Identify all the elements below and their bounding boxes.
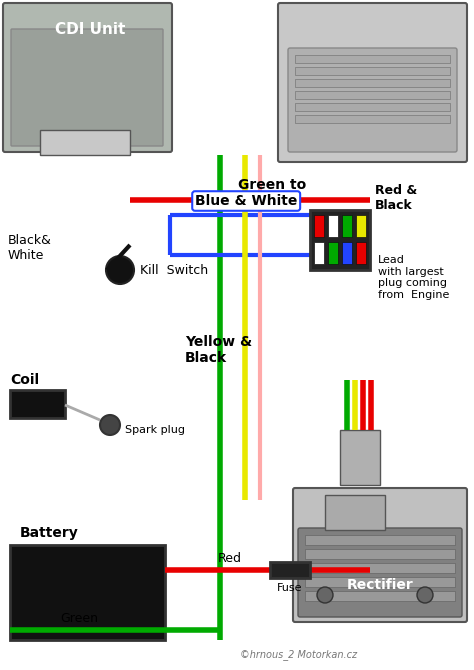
Bar	[305, 591, 455, 601]
Text: ©hrnous_2 Motorkan.cz: ©hrnous_2 Motorkan.cz	[240, 649, 357, 660]
Text: Green to
Ground: Green to Ground	[238, 178, 306, 208]
Bar	[310, 210, 370, 270]
Text: CDI Unit: CDI Unit	[55, 22, 125, 37]
FancyBboxPatch shape	[288, 48, 457, 152]
Bar	[328, 215, 338, 237]
Text: Yellow &
Black: Yellow & Black	[185, 335, 252, 365]
Bar	[10, 390, 65, 418]
Text: Red: Red	[218, 552, 242, 565]
FancyBboxPatch shape	[298, 528, 462, 617]
FancyBboxPatch shape	[278, 3, 467, 162]
Bar	[325, 495, 385, 530]
Text: Black&
White: Black& White	[8, 234, 52, 262]
Bar	[340, 430, 380, 485]
Bar	[342, 215, 352, 237]
Bar	[314, 242, 324, 264]
Bar	[305, 549, 455, 559]
Bar	[328, 242, 338, 264]
Bar	[295, 103, 450, 111]
Bar	[314, 215, 324, 237]
Text: Blue & White: Blue & White	[195, 194, 297, 208]
Bar	[305, 563, 455, 573]
Bar	[40, 130, 130, 155]
Bar	[305, 577, 455, 587]
Text: Spark plug: Spark plug	[125, 425, 185, 435]
Circle shape	[317, 587, 333, 603]
Bar	[295, 67, 450, 75]
Text: Kill  Switch: Kill Switch	[140, 263, 208, 277]
Circle shape	[100, 415, 120, 435]
Bar	[295, 79, 450, 87]
FancyBboxPatch shape	[293, 488, 467, 622]
Bar	[270, 562, 310, 578]
Text: Coil: Coil	[10, 373, 39, 387]
Bar	[342, 242, 352, 264]
Bar	[295, 91, 450, 99]
FancyBboxPatch shape	[3, 3, 172, 152]
Text: Rectifier: Rectifier	[346, 578, 413, 592]
Text: Red &
Black: Red & Black	[375, 184, 417, 212]
Bar	[356, 242, 366, 264]
Bar	[10, 545, 165, 640]
Text: Fuse: Fuse	[277, 583, 303, 593]
FancyBboxPatch shape	[11, 29, 163, 146]
Bar	[295, 55, 450, 63]
Text: Battery: Battery	[20, 526, 79, 540]
Bar	[305, 535, 455, 545]
Text: Green: Green	[60, 612, 98, 625]
Circle shape	[417, 587, 433, 603]
Circle shape	[106, 256, 134, 284]
Bar	[295, 115, 450, 123]
Bar	[356, 215, 366, 237]
Text: Lead
with largest
plug coming
from  Engine: Lead with largest plug coming from Engin…	[378, 255, 449, 299]
